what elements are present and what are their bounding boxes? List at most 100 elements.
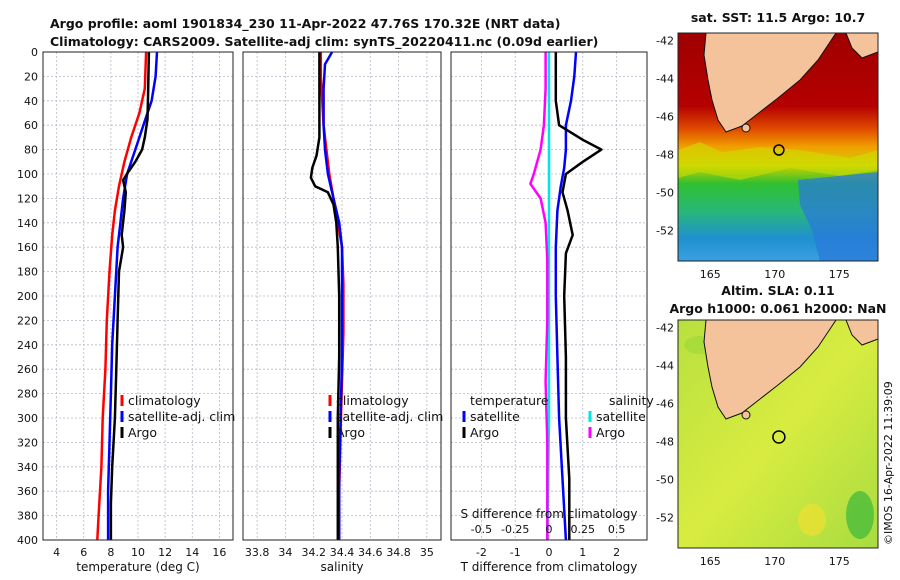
legend-label-satellite: satellite-adj. clim (336, 409, 443, 424)
temperature-xticks: 4 6 8 10 12 14 16 (53, 546, 226, 559)
s-diff-xticks: -0.5 -0.25 0 0.25 0.5 (471, 523, 626, 536)
salinity-panel: 33.8 34 34.2 34.4 34.6 34.8 35 salinity climat… (242, 51, 443, 574)
sst-argo-location-marker (773, 144, 785, 156)
x-tick-label: 2 (613, 546, 620, 559)
x-tick-label: 35 (420, 546, 434, 559)
sst-map-frame (677, 32, 879, 262)
map-y-tick-label: -48 (656, 436, 674, 449)
x-tick-label: 8 (107, 546, 114, 559)
header-line-2: Climatology: CARS2009. Satellite-adj cli… (50, 34, 598, 50)
x-tick-label: -1 (510, 546, 521, 559)
x-top-tick-label: 0.5 (608, 523, 626, 536)
depth-yticks: 0 20 40 60 80 100 120 140 160 180 200 220 240 260 280 3… (17, 46, 38, 547)
legend-label-s-satellite: satellite (596, 409, 646, 424)
temperature-lines (96, 51, 159, 541)
y-tick-label: 0 (31, 46, 38, 59)
y-tick-label: 140 (17, 217, 38, 230)
legend-label-satellite: satellite-adj. clim (128, 409, 235, 424)
y-tick-label: 340 (17, 461, 38, 474)
x-top-tick-label: 0 (546, 523, 553, 536)
y-tick-label: 180 (17, 266, 38, 279)
map-y-tick-label: -52 (656, 512, 674, 525)
x-tick-label: 34.6 (358, 546, 383, 559)
sla-map-yticks: -42 -44 -46 -48 -50 -52 (656, 322, 674, 525)
map-y-tick-label: -48 (656, 149, 674, 162)
sla-map-frame (677, 319, 879, 549)
y-tick-label: 360 (17, 485, 38, 498)
sst-map-yticks: -42 -44 -46 -48 -50 -52 (656, 35, 674, 238)
legend-label-t-satellite: satellite (470, 409, 520, 424)
map-x-tick-label: 170 (764, 268, 785, 281)
legend-label-climatology: climatology (128, 393, 201, 408)
y-tick-label: 80 (24, 144, 38, 157)
temperature-legend: climatology satellite-adj. clim Argo (120, 393, 235, 440)
x-tick-label: 16 (212, 546, 226, 559)
map-y-tick-label: -52 (656, 225, 674, 238)
legend-title-salinity: salinity (609, 393, 654, 408)
salinity-xticks: 33.8 34 34.2 34.4 34.6 34.8 35 (245, 546, 434, 559)
salinity-grid (243, 52, 441, 540)
sla-map-title-2: Argo h1000: 0.061 h2000: NaN (669, 301, 886, 316)
map-y-tick-label: -50 (656, 474, 674, 487)
s-diff-xlabel: S difference from climatology (461, 507, 638, 521)
series-line (554, 52, 603, 540)
map-y-tick-label: -50 (656, 187, 674, 200)
map-y-tick-label: -46 (656, 111, 674, 124)
y-tick-label: 400 (17, 534, 38, 547)
map-y-tick-label: -44 (656, 360, 674, 373)
sst-map-xticks: 165 170 175 (700, 268, 850, 281)
map-x-tick-label: 170 (764, 555, 785, 568)
series-line (309, 52, 341, 540)
temperature-grid (43, 52, 233, 540)
x-tick-label: 33.8 (245, 546, 270, 559)
sla-patch (846, 491, 874, 539)
y-tick-label: 20 (24, 70, 38, 83)
header-line-1: Argo profile: aoml 1901834_230 11-Apr-20… (50, 16, 560, 32)
x-tick-label: 1 (579, 546, 586, 559)
y-tick-label: 100 (17, 168, 38, 181)
salinity-axes-box (242, 51, 442, 541)
y-tick-label: 280 (17, 388, 38, 401)
difference-axes-box (450, 51, 648, 541)
y-tick-label: 260 (17, 363, 38, 376)
sst-land-stewart-island (741, 123, 751, 133)
sla-patch (798, 504, 826, 536)
x-tick-label: 34.8 (386, 546, 411, 559)
y-tick-label: 220 (17, 314, 38, 327)
x-tick-label: 34.2 (301, 546, 326, 559)
sst-front (678, 142, 878, 180)
series-line (546, 52, 551, 541)
y-tick-label: 160 (17, 241, 38, 254)
map-x-tick-label: 175 (829, 555, 850, 568)
y-tick-label: 380 (17, 510, 38, 523)
sla-land-stewart-island (741, 410, 751, 420)
x-tick-label: 0 (546, 546, 553, 559)
legend-label-climatology: climatology (336, 393, 409, 408)
temperature-xlabel: temperature (deg C) (76, 560, 199, 574)
t-diff-xticks: -2 -1 0 1 2 (476, 546, 620, 559)
x-top-tick-label: 0.25 (571, 523, 596, 536)
salinity-xlabel: salinity (320, 560, 363, 574)
legend-label-s-argo: Argo (596, 425, 625, 440)
x-tick-label: 4 (53, 546, 60, 559)
salinity-lines (309, 51, 345, 540)
y-tick-label: 60 (24, 119, 38, 132)
legend-label-t-argo: Argo (470, 425, 499, 440)
map-y-tick-label: -42 (656, 35, 674, 48)
map-y-tick-label: -46 (656, 398, 674, 411)
x-tick-label: -2 (476, 546, 487, 559)
sst-map: sat. SST: 11.5 Argo: 10.7 165 170 175 -42-… (656, 10, 879, 281)
t-diff-xlabel: T difference from climatology (460, 560, 638, 574)
sla-map: Altim. SLA: 0.11 Argo h1000: 0.061 h2000… (656, 283, 887, 568)
series-line (109, 51, 151, 540)
imos-credit: ©IMOS 16-Apr-2022 11:39:09 (882, 381, 895, 545)
sla-argo-location-marker (772, 430, 786, 444)
x-top-tick-label: -0.5 (471, 523, 492, 536)
map-x-tick-label: 165 (700, 268, 721, 281)
sst-cold-water (798, 172, 878, 261)
x-tick-label: 14 (185, 546, 199, 559)
y-tick-label: 40 (24, 95, 38, 108)
y-tick-label: 300 (17, 412, 38, 425)
x-tick-label: 12 (158, 546, 172, 559)
